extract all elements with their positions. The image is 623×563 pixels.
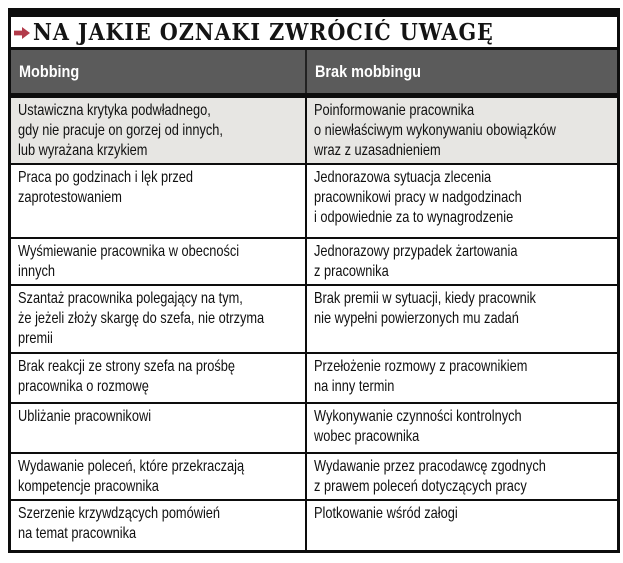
brak-mobbingu-cell-text: Plotkowanie wśród załogi [314,505,458,522]
page-title: NA JAKIE OZNAKI ZWRÓCIĆ UWAGĘ [33,18,494,46]
mobbing-cell-text: Szantaż pracownika polegający na tym, że… [18,290,265,347]
column-header-mobbing: Mobbing [11,50,307,93]
mobbing-cell: Wyśmiewanie pracownika w obecności innyc… [11,239,307,284]
table-row: Ubliżanie pracownikowi Wykonywanie czynn… [11,404,617,454]
brak-mobbingu-cell-text: Wydawanie przez pracodawcę zgodnych z pr… [314,458,546,495]
column-header-brak-mobbingu: Brak mobbingu [307,50,617,93]
mobbing-cell: Wydawanie poleceń, które przekraczają ko… [11,454,307,499]
mobbing-cell: Ubliżanie pracownikowi [11,404,307,452]
brak-mobbingu-cell: Wykonywanie czynności kontrolnych wobec … [307,404,617,452]
mobbing-cell-text: Szerzenie krzywdzących pomówień na temat… [18,505,221,542]
brak-mobbingu-cell: Jednorazowa sytuacja zlecenia pracowniko… [307,165,617,237]
table-row: Szerzenie krzywdzących pomówień na temat… [11,501,617,550]
table-row: Wyśmiewanie pracownika w obecności innyc… [11,239,617,286]
mobbing-cell: Praca po godzinach i lęk przed zaprotest… [11,165,307,237]
brak-mobbingu-cell-text: Brak premii w sytuacji, kiedy pracownik … [314,290,536,327]
red-arrow-icon [14,26,30,39]
table-header-row: Mobbing Brak mobbingu [11,50,617,98]
red-arrow-shape [14,26,30,39]
brak-mobbingu-cell: Przełożenie rozmowy z pracownikiem na in… [307,354,617,402]
mobbing-cell: Ustawiczna krytyka podwładnego, gdy nie … [11,98,307,163]
mobbing-cell-text: Wyśmiewanie pracownika w obecności innyc… [18,243,240,280]
mobbing-cell: Brak reakcji ze strony szefa na prośbę p… [11,354,307,402]
brak-mobbingu-cell: Poinformowanie pracownika o niewłaściwym… [307,98,617,163]
title-bar: NA JAKIE OZNAKI ZWRÓCIĆ UWAGĘ [11,17,617,50]
mobbing-cell-text: Ustawiczna krytyka podwładnego, gdy nie … [18,102,223,159]
brak-mobbingu-cell: Plotkowanie wśród załogi [307,501,617,550]
table-row: Szantaż pracownika polegający na tym, że… [11,286,617,354]
table-body: Ustawiczna krytyka podwładnego, gdy nie … [11,98,617,550]
column-header-brak-mobbingu-label: Brak mobbingu [315,61,421,81]
brak-mobbingu-cell-text: Przełożenie rozmowy z pracownikiem na in… [314,358,528,395]
brak-mobbingu-cell: Wydawanie przez pracodawcę zgodnych z pr… [307,454,617,499]
table-row: Ustawiczna krytyka podwładnego, gdy nie … [11,98,617,165]
brak-mobbingu-cell: Brak premii w sytuacji, kiedy pracownik … [307,286,617,352]
mobbing-cell: Szantaż pracownika polegający na tym, że… [11,286,307,352]
infographic-frame: NA JAKIE OZNAKI ZWRÓCIĆ UWAGĘ Mobbing Br… [8,8,620,553]
mobbing-cell-text: Brak reakcji ze strony szefa na prośbę p… [18,358,235,395]
mobbing-cell-text: Wydawanie poleceń, które przekraczają ko… [18,458,245,495]
comparison-table: Mobbing Brak mobbingu Ustawiczna krytyka… [11,50,617,550]
brak-mobbingu-cell: Jednorazowy przypadek żartowania z praco… [307,239,617,284]
mobbing-cell: Szerzenie krzywdzących pomówień na temat… [11,501,307,550]
table-row: Praca po godzinach i lęk przed zaprotest… [11,165,617,239]
column-header-mobbing-label: Mobbing [19,61,80,81]
mobbing-cell-text: Praca po godzinach i lęk przed zaprotest… [18,169,194,206]
mobbing-cell-text: Ubliżanie pracownikowi [18,408,152,425]
brak-mobbingu-cell-text: Wykonywanie czynności kontrolnych wobec … [314,408,522,445]
brak-mobbingu-cell-text: Jednorazowa sytuacja zlecenia pracowniko… [314,169,522,226]
table-row: Brak reakcji ze strony szefa na prośbę p… [11,354,617,404]
table-row: Wydawanie poleceń, które przekraczają ko… [11,454,617,501]
brak-mobbingu-cell-text: Poinformowanie pracownika o niewłaściwym… [314,102,556,159]
brak-mobbingu-cell-text: Jednorazowy przypadek żartowania z praco… [314,243,518,280]
